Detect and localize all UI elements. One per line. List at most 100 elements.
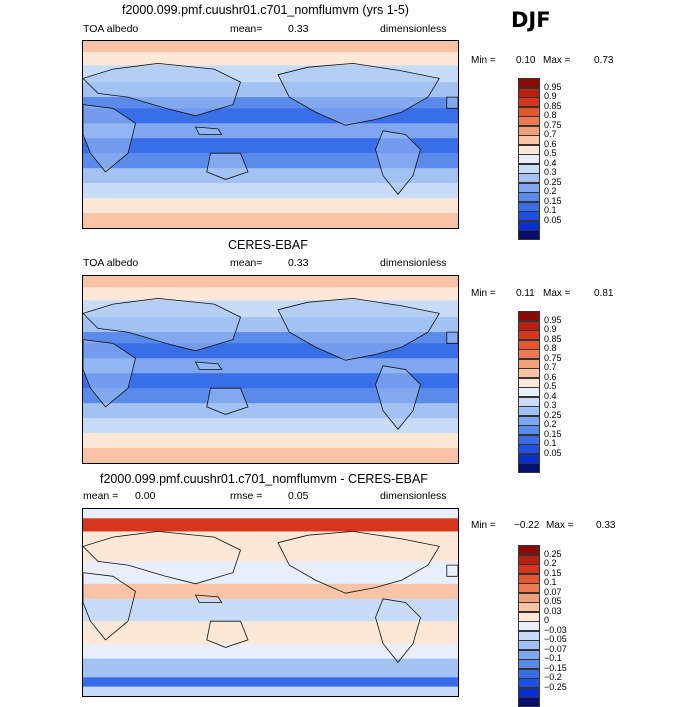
colorbar-tick-label: 0.05 (544, 596, 562, 606)
colorbar-cell (518, 230, 540, 240)
panel1-units: dimensionless (380, 23, 447, 35)
colorbar-cell (518, 320, 540, 331)
coastline (194, 361, 223, 370)
colorbar-cell (518, 621, 540, 631)
contour-band (83, 448, 458, 463)
colorbar-tick-label: 0.25 (544, 409, 562, 420)
coastline (446, 564, 458, 577)
colorbar-cell (518, 406, 540, 416)
colorbar-tick-label: 0.9 (544, 324, 557, 334)
coastline (83, 62, 241, 117)
panel3-title: f2000.099.pmf.cuushr01.c701_nomflumvm - … (100, 472, 428, 486)
contour-band (83, 52, 458, 66)
panel2-map (82, 275, 459, 464)
colorbar-cell (518, 87, 540, 98)
colorbar-cell (518, 377, 540, 388)
colorbar-tick-label: −0.2 (544, 672, 562, 682)
panel1-map-svg (83, 41, 458, 228)
contour-band (83, 643, 458, 660)
coastline (277, 62, 440, 126)
contour-band (83, 138, 458, 154)
colorbar-cell (518, 545, 540, 555)
colorbar-tick-label: −0.15 (544, 662, 567, 673)
contour-band (83, 418, 458, 434)
coastline (194, 126, 223, 135)
colorbar-cell (518, 602, 540, 612)
coastline (277, 297, 440, 361)
colorbar-tick-label: 0.2 (544, 419, 557, 429)
contour-band (83, 518, 458, 532)
colorbar-tick-label: 0.7 (544, 362, 557, 372)
panel2-min-label: Min = (471, 288, 496, 299)
coastline (83, 104, 136, 173)
colorbar-tick-label: 0.4 (544, 157, 557, 168)
coastline (446, 96, 458, 109)
panel3-units: dimensionless (380, 490, 447, 502)
panel2-coastlines (83, 297, 458, 430)
panel3-mean-label: mean = (83, 490, 119, 502)
coastline (83, 572, 136, 641)
colorbar-tick-label: 0.03 (544, 605, 562, 616)
panel3-colorbar: 0.25 0.2 0.15 0.1 0.07 0.05 0.03 0 −0.03 −0.05 −0.… (518, 545, 598, 707)
panel3-min-label: Min = (471, 520, 496, 531)
colorbar-tick-label: 0.8 (544, 110, 557, 120)
panel3-map (82, 508, 459, 697)
colorbar-cell (518, 640, 540, 650)
contour-band (83, 276, 458, 288)
coastline (194, 594, 223, 603)
colorbar-cell (518, 339, 540, 350)
colorbar-cell (518, 453, 540, 464)
colorbar-cell (518, 154, 540, 164)
colorbar-cell (518, 659, 540, 669)
panel1-max-value: 0.73 (594, 55, 614, 66)
panel1-min-value: 0.10 (516, 55, 536, 66)
colorbar-cell (518, 611, 540, 622)
panel1-colorbar: 0.95 0.9 0.85 0.8 0.75 0.7 0.6 0.5 0.4 0.3 0.25 0.2… (518, 78, 598, 240)
colorbar-tick-label: 0.1 (544, 438, 557, 448)
contour-band (83, 621, 458, 645)
panel3-rmse-value: 0.05 (288, 490, 309, 502)
panel3-bands (83, 509, 458, 696)
colorbar-cell (518, 583, 540, 593)
colorbar-cell (518, 220, 540, 231)
colorbar-tick-label: 0.6 (544, 371, 557, 382)
colorbar-cell (518, 97, 540, 107)
colorbar-cell (518, 349, 540, 359)
coastline (375, 130, 421, 195)
coastline (375, 365, 421, 430)
colorbar-cell (518, 144, 540, 155)
colorbar-cell (518, 434, 540, 445)
colorbar-cell (518, 425, 540, 435)
coastline (83, 530, 241, 585)
colorbar-cell (518, 211, 540, 221)
panel3-mean-value: 0.00 (135, 490, 156, 502)
colorbar-tick-label: −0.05 (544, 634, 567, 644)
colorbar-tick-label: 0.25 (544, 176, 562, 187)
contour-band (83, 123, 458, 139)
colorbar-cell (518, 415, 540, 426)
contour-band (83, 198, 458, 214)
coastline (83, 339, 136, 408)
coastline (375, 598, 421, 663)
colorbar-cell (518, 630, 540, 641)
colorbar-tick-label: 0.5 (544, 148, 557, 158)
panel1-title: f2000.099.pmf.cuushr01.c701_nomflumvm (y… (122, 3, 409, 17)
panel2-variable-label: TOA albedo (83, 257, 139, 269)
contour-band (83, 677, 458, 688)
colorbar-tick-label: 0.95 (544, 314, 562, 325)
colorbar-tick-label: 0.75 (544, 119, 562, 130)
colorbar-tick-label: 0.95 (544, 81, 562, 92)
panel2-map-svg (83, 276, 458, 463)
colorbar-cell (518, 678, 540, 688)
contour-band (83, 153, 458, 169)
colorbar-tick-label: 0.3 (544, 167, 557, 177)
coastline (206, 620, 249, 648)
colorbar-tick-label: 0 (544, 615, 550, 625)
colorbar-cell (518, 668, 540, 679)
colorbar-cell (518, 125, 540, 136)
panel2-max-value: 0.81 (594, 288, 614, 299)
colorbar-cell (518, 330, 540, 340)
contour-band (83, 373, 458, 389)
colorbar-cell (518, 396, 540, 407)
colorbar-tick-label: 0.5 (544, 381, 557, 391)
